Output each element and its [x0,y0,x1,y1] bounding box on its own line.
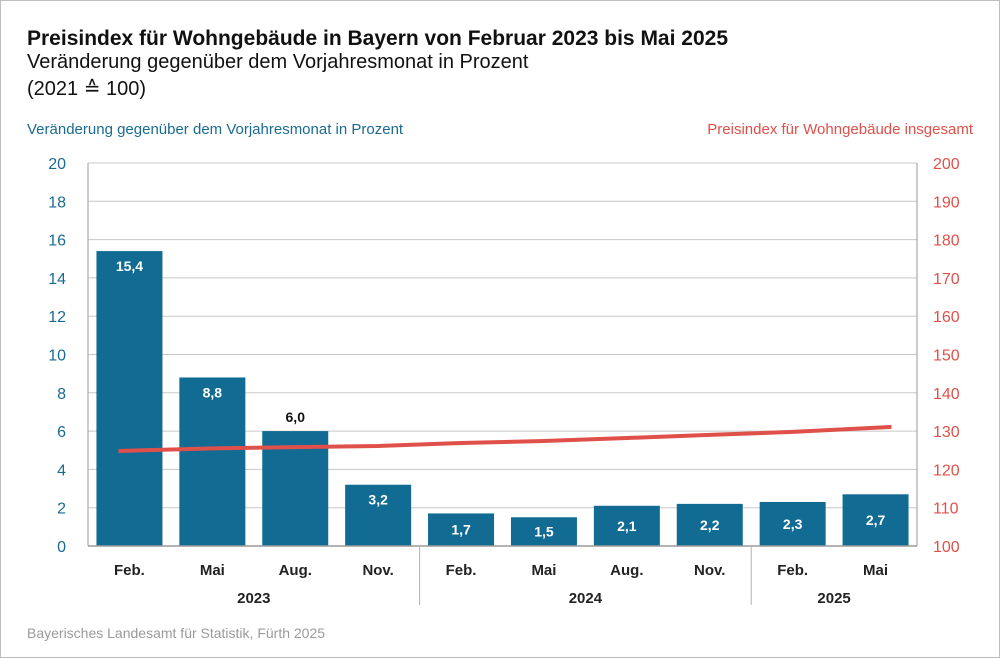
right-tick-label: 170 [933,271,960,288]
bar-data-label: 2,3 [783,516,803,532]
right-tick-label: 150 [933,348,960,365]
left-tick-label: 10 [48,348,66,365]
right-tick-label: 160 [933,309,960,326]
source-note: Bayerisches Landesamt für Statistik, Für… [27,625,326,641]
right-tick-label: 130 [933,424,960,441]
chart-subtitle: Veränderung gegenüber dem Vorjahresmonat… [27,51,529,73]
year-label: 2024 [569,590,603,607]
chart-title: Preisindex für Wohngebäude in Bayern von… [27,27,728,50]
right-tick-label: 120 [933,462,960,479]
bar-data-label: 1,5 [534,524,554,540]
x-tick-label: Feb. [777,562,808,579]
left-tick-label: 0 [57,539,66,556]
year-label: 2025 [817,590,850,607]
bar-data-label: 15,4 [116,258,143,274]
left-axis-legend: Veränderung gegenüber dem Vorjahresmonat… [27,121,404,138]
x-tick-label: Mai [531,562,556,579]
right-tick-label: 190 [933,194,960,211]
left-tick-label: 12 [48,309,66,326]
right-axis-legend: Preisindex für Wohngebäude insgesamt [707,121,973,138]
left-tick-label: 6 [57,424,66,441]
left-tick-label: 4 [57,462,66,479]
bar [510,517,577,546]
x-tick-label: Feb. [114,562,145,579]
bar [842,494,909,546]
left-tick-label: 14 [48,271,66,288]
year-label: 2023 [237,590,270,607]
bar-data-label: 6,0 [286,409,306,425]
x-tick-label: Nov. [362,562,393,579]
right-tick-label: 110 [933,501,959,518]
bar-data-label: 2,7 [866,512,886,528]
right-tick-label: 100 [933,539,960,556]
x-tick-label: Aug. [279,562,312,579]
left-tick-label: 2 [57,501,66,518]
bar [676,503,743,546]
chart-subtitle-base: (2021 ≙ 100) [27,78,147,100]
bar [593,505,660,546]
bar-data-label: 8,8 [203,384,223,400]
x-tick-label: Mai [863,562,888,579]
bar-data-label: 1,7 [451,522,471,538]
right-tick-label: 200 [933,156,960,173]
bar-data-label: 2,1 [617,518,637,534]
right-tick-label: 180 [933,233,960,250]
bar [345,484,412,546]
left-tick-label: 20 [48,156,66,173]
bar-data-label: 2,2 [700,517,720,533]
bar [759,501,826,546]
left-tick-label: 16 [48,233,66,250]
x-tick-label: Nov. [694,562,725,579]
x-tick-label: Mai [200,562,225,579]
left-tick-label: 8 [57,386,66,403]
bar [179,377,246,546]
left-tick-label: 18 [48,194,66,211]
bar-data-label: 3,2 [368,492,388,508]
bar [96,251,163,546]
x-tick-label: Aug. [610,562,643,579]
right-tick-label: 140 [933,386,960,403]
index-line [118,424,892,454]
bar [262,431,329,546]
x-tick-label: Feb. [446,562,477,579]
bar [428,513,495,546]
